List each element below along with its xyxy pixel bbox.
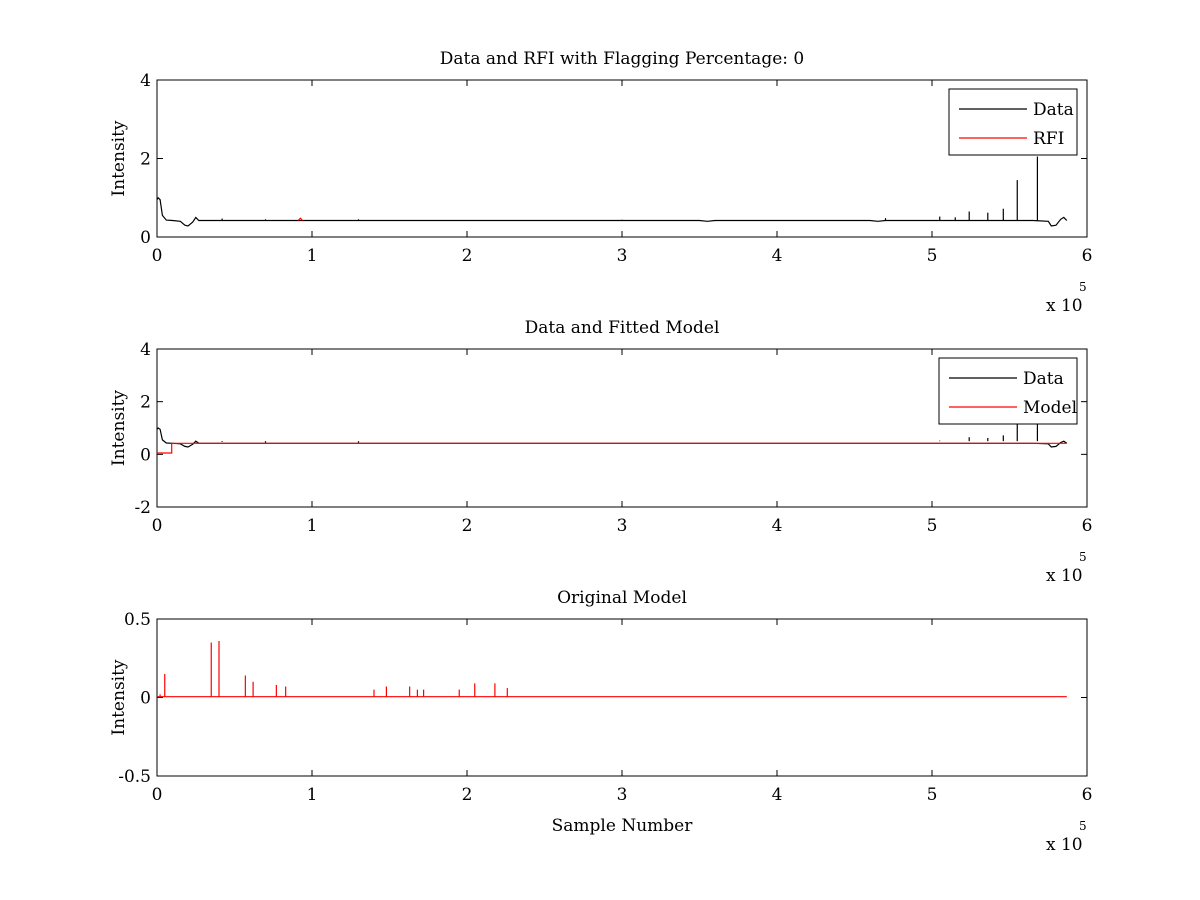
subplot-data-and-rfi: Data and RFI with Flagging Percentage: 0…	[109, 49, 1092, 316]
subplot-2-legend: Data Model	[938, 357, 1078, 425]
subplot-1-legend: Data RFI	[948, 88, 1078, 156]
subplot-1-legend-box	[948, 88, 1078, 156]
subplot-3-xtick-label: 1	[307, 785, 318, 805]
subplot-1-legend-label-rfi: RFI	[1033, 129, 1064, 149]
subplot-3-ytick-label: -0.5	[118, 767, 151, 787]
subplot-2-xtick-label: 2	[462, 516, 473, 536]
subplot-2-ytick-label: 4	[140, 340, 151, 360]
subplot-1-xtick-label: 4	[772, 246, 783, 266]
subplot-2-ylabel: Intensity	[109, 390, 129, 466]
subplot-1-ytick-label: 2	[140, 150, 151, 170]
subplot-2-xtick-label: 1	[307, 516, 318, 536]
subplot-2-legend-label-data: Data	[1023, 369, 1064, 389]
subplot-3-xtick-label: 2	[462, 785, 473, 805]
subplot-3-xlabel: Sample Number	[552, 816, 694, 836]
subplot-3-ylabel: Intensity	[109, 659, 129, 735]
subplot-3-ytick-label: 0	[140, 689, 151, 709]
subplot-1-legend-label-data: Data	[1033, 100, 1074, 120]
subplot-2-xtick-label: 3	[617, 516, 628, 536]
subplot-3-xtick-label: 5	[927, 785, 938, 805]
subplot-2-title: Data and Fitted Model	[525, 318, 720, 338]
subplot-1-x-multiplier: x 10	[1046, 296, 1083, 316]
subplot-2-xtick-label: 6	[1082, 516, 1093, 536]
subplot-data-and-fitted-model: Data and Fitted Model Intensity x 10 5 0…	[109, 318, 1092, 586]
subplot-2-xtick-label: 4	[772, 516, 783, 536]
subplot-2-ytick-label: 2	[140, 393, 151, 413]
subplot-1-ytick-label: 4	[140, 71, 151, 91]
subplot-1-marks: 0 1 2 3 4 5 6 0 2 4 Data RFI	[140, 71, 1092, 266]
subplot-1-xtick-label: 0	[152, 246, 163, 266]
subplot-3-xtick-label: 3	[617, 785, 628, 805]
subplot-1-xtick-label: 5	[927, 246, 938, 266]
subplot-1-xtick-label: 1	[307, 246, 318, 266]
subplot-1-xtick-label: 2	[462, 246, 473, 266]
subplot-2-xtick-label: 5	[927, 516, 938, 536]
subplot-original-model: Original Model Intensity Sample Number x…	[109, 588, 1092, 855]
subplot-2-series-model-line	[157, 442, 1067, 454]
subplot-1-x-multiplier-power: 5	[1079, 280, 1087, 294]
subplot-3-ytick-label: 0.5	[124, 610, 151, 630]
subplot-3-xtick-label: 0	[152, 785, 163, 805]
subplot-1-ylabel: Intensity	[109, 120, 129, 196]
subplot-2-legend-box	[938, 357, 1078, 425]
subplot-1-series-data-line	[157, 196, 1068, 227]
subplot-3-x-multiplier-power: 5	[1079, 819, 1087, 833]
subplot-3-x-multiplier: x 10	[1046, 835, 1083, 855]
subplot-1-xtick-label: 6	[1082, 246, 1093, 266]
subplot-2-legend-label-model: Model	[1023, 398, 1077, 418]
subplot-2-xtick-label: 0	[152, 516, 163, 536]
subplot-3-xtick-label: 4	[772, 785, 783, 805]
subplot-1-ytick-label: 0	[140, 228, 151, 248]
subplot-3-plot-area	[157, 640, 1067, 698]
subplot-1-series-rfi-line	[297, 217, 304, 221]
subplot-3-title: Original Model	[557, 588, 687, 608]
subplot-2-x-multiplier-power: 5	[1079, 550, 1087, 564]
subplot-2-x-multiplier: x 10	[1046, 566, 1083, 586]
subplot-2-ytick-label: -2	[134, 498, 151, 518]
subplot-2-ytick-label: 0	[140, 445, 151, 465]
subplot-3-xtick-label: 6	[1082, 785, 1093, 805]
subplot-1-xtick-label: 3	[617, 246, 628, 266]
subplot-1-plot-area	[157, 156, 1068, 227]
subplot-3-marks: 0 1 2 3 4 5 6-0.500.5	[118, 610, 1092, 805]
subplot-1-title: Data and RFI with Flagging Percentage: 0	[440, 49, 804, 69]
